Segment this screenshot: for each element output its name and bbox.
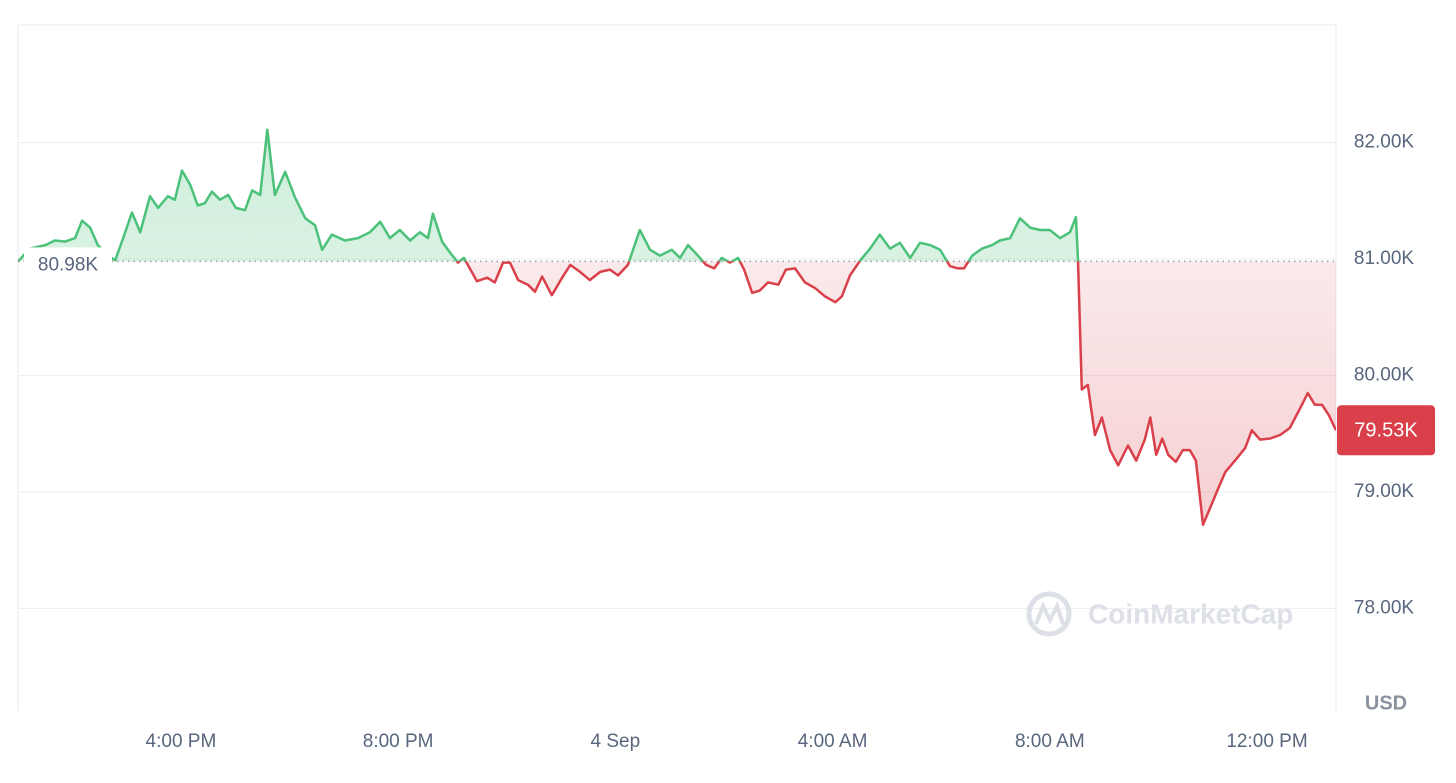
x-tick-label: 8:00 PM (363, 731, 434, 752)
watermark: CoinMarketCap (1026, 591, 1293, 637)
unit-label: USD (1365, 692, 1407, 714)
x-tick-label: 4:00 PM (146, 731, 217, 752)
baseline-label: 80.98K (38, 254, 99, 275)
y-tick-label: 81.00K (1354, 248, 1415, 269)
watermark-text: CoinMarketCap (1088, 598, 1293, 629)
price-line-up (18, 128, 1080, 262)
x-tick-label: 4 Sep (591, 731, 641, 752)
x-tick-label: 4:00 AM (798, 731, 868, 752)
baseline-label-bg (24, 247, 112, 274)
current-price-badge (1337, 405, 1435, 456)
area-below (456, 261, 1336, 525)
y-tick-label: 80.00K (1354, 365, 1415, 386)
area-above (18, 129, 1336, 262)
y-tick-label: 78.00K (1354, 598, 1415, 619)
y-tick-label: 79.00K (1354, 481, 1415, 502)
current-price-label: 79.53K (1354, 420, 1418, 442)
price-line-down (18, 261, 1336, 526)
x-tick-label: 12:00 PM (1226, 731, 1307, 752)
y-tick-label: 82.00K (1354, 132, 1415, 153)
x-tick-label: 8:00 AM (1015, 731, 1085, 752)
